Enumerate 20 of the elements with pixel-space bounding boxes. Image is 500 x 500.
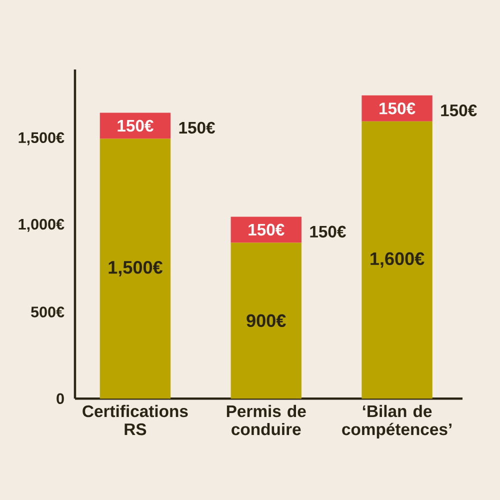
data-label: 150€ bbox=[248, 224, 284, 236]
annotation: 150€ bbox=[310, 226, 346, 238]
data-label: 1,500€ bbox=[108, 260, 162, 276]
bar bbox=[230, 242, 302, 399]
y-tick-label: 1,500€ bbox=[18, 132, 64, 146]
data-label: 150€ bbox=[380, 102, 416, 114]
data-label: 1,600€ bbox=[370, 252, 424, 268]
data-label: 900€ bbox=[246, 314, 286, 328]
data-label: 150€ bbox=[118, 120, 154, 132]
y-tick-label: 0 bbox=[56, 393, 64, 404]
x-tick-label: ‘Bilan de compétences’ bbox=[342, 404, 452, 439]
annotation: 150€ bbox=[441, 104, 477, 116]
y-tick-label: 1,000€ bbox=[18, 218, 64, 232]
bar bbox=[100, 138, 171, 399]
y-tick-label: 500€ bbox=[31, 306, 64, 318]
bar bbox=[362, 121, 432, 399]
bar bbox=[362, 95, 432, 122]
annotation: 150€ bbox=[179, 122, 216, 134]
x-tick-label: Certifications RS bbox=[82, 404, 188, 436]
x-tick-label: Permis de conduire bbox=[226, 404, 306, 436]
